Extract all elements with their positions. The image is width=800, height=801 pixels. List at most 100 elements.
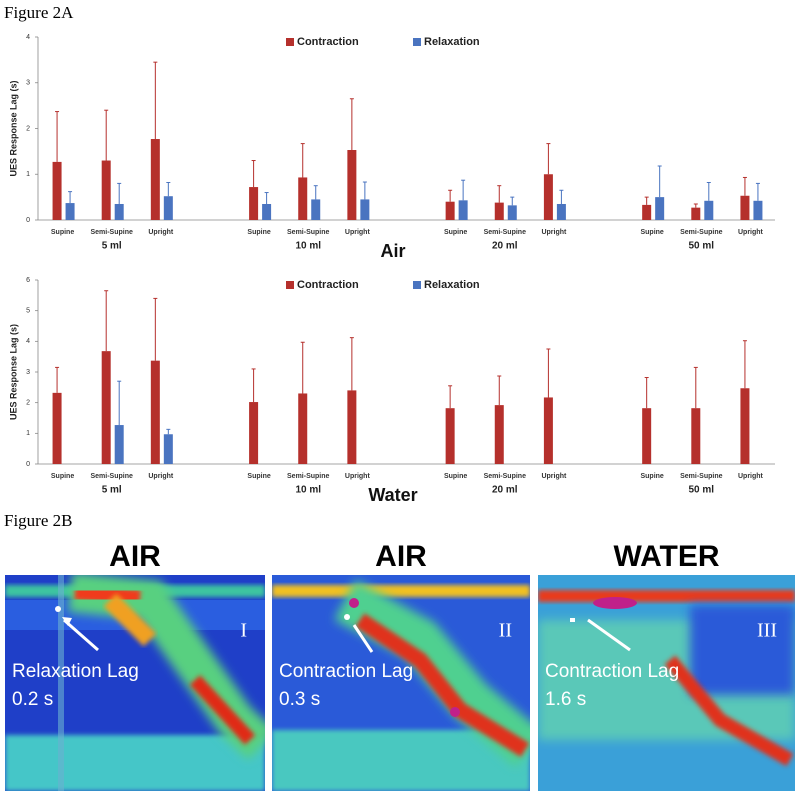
x-axis-label: Water — [368, 485, 417, 505]
group-label: 5 ml — [102, 485, 122, 496]
bar — [262, 203, 272, 220]
panel-numeral: III — [757, 620, 777, 642]
bar — [740, 195, 750, 220]
y-tick-label: 2 — [26, 125, 30, 132]
bar — [249, 187, 259, 220]
bar — [65, 203, 75, 220]
bar — [298, 177, 308, 220]
bar — [655, 197, 665, 220]
legend-label: Contraction — [297, 279, 359, 291]
bar — [101, 160, 111, 220]
bar — [458, 200, 468, 220]
x-tick-label: Semi-Supine — [90, 473, 133, 480]
bar — [691, 408, 701, 464]
bar — [704, 200, 714, 220]
annotation: Relaxation Lag — [12, 661, 139, 682]
panel-title: AIR — [375, 540, 427, 573]
y-axis-label: UES Response Lag (s) — [8, 80, 18, 176]
bar — [347, 390, 357, 464]
bar — [740, 388, 750, 464]
x-tick-label: Semi-Supine — [680, 229, 723, 236]
bar — [150, 360, 160, 464]
bar — [114, 425, 124, 464]
group-label: 50 ml — [689, 485, 715, 496]
panel-numeral: I — [240, 620, 247, 642]
bar — [52, 161, 62, 220]
y-axis-label: UES Response Lag (s) — [8, 324, 18, 420]
group-label: 5 ml — [102, 241, 122, 252]
bar — [163, 434, 173, 464]
x-tick-label: Upright — [345, 229, 371, 236]
bar — [150, 139, 160, 220]
x-tick-label: Semi-Supine — [287, 229, 330, 236]
x-tick-label: Supine — [51, 473, 74, 480]
bar — [114, 203, 124, 220]
annotation-value: 0.2 s — [12, 689, 53, 710]
y-tick-label: 0 — [26, 217, 30, 224]
y-tick-label: 3 — [26, 369, 30, 376]
y-tick-label: 6 — [26, 277, 30, 284]
group-label: 20 ml — [492, 241, 518, 252]
bar — [642, 204, 652, 220]
panel-title: AIR — [109, 540, 161, 573]
legend-label: Relaxation — [424, 36, 480, 48]
y-tick-label: 4 — [26, 34, 30, 41]
x-tick-label: Upright — [738, 229, 764, 236]
y-tick-label: 1 — [26, 171, 30, 178]
heatmap — [272, 575, 530, 791]
panel-numeral: II — [499, 620, 512, 642]
bar — [347, 150, 357, 220]
y-tick-label: 5 — [26, 308, 30, 315]
bar — [163, 196, 173, 220]
bar — [360, 199, 370, 220]
x-tick-label: Semi-Supine — [484, 229, 527, 236]
legend-swatch — [413, 38, 421, 46]
x-tick-label: Upright — [148, 229, 174, 236]
x-tick-label: Upright — [738, 473, 764, 480]
y-tick-label: 4 — [26, 338, 30, 345]
figure-label: Figure 2B — [4, 511, 72, 530]
x-tick-label: Semi-Supine — [680, 473, 723, 480]
legend-swatch — [413, 281, 421, 289]
x-axis-label: Air — [380, 241, 405, 261]
bar — [543, 397, 553, 464]
x-tick-label: Supine — [247, 229, 270, 236]
x-tick-label: Supine — [640, 473, 663, 480]
x-tick-label: Upright — [541, 229, 567, 236]
annotation-value: 1.6 s — [545, 689, 586, 710]
x-tick-label: Semi-Supine — [287, 473, 330, 480]
group-label: 20 ml — [492, 485, 518, 496]
annotation: Contraction Lag — [545, 661, 679, 682]
legend-label: Contraction — [297, 36, 359, 48]
x-tick-label: Supine — [444, 473, 467, 480]
bar — [249, 402, 259, 464]
y-tick-label: 2 — [26, 400, 30, 407]
bar — [101, 351, 111, 464]
x-tick-label: Supine — [444, 229, 467, 236]
x-tick-label: Semi-Supine — [90, 229, 133, 236]
bar — [753, 200, 763, 220]
bar — [494, 405, 504, 464]
legend-swatch — [286, 281, 294, 289]
x-tick-label: Supine — [640, 229, 663, 236]
annotation: Contraction Lag — [279, 661, 413, 682]
x-tick-label: Upright — [541, 473, 567, 480]
x-tick-label: Semi-Supine — [484, 473, 527, 480]
x-tick-label: Supine — [51, 229, 74, 236]
figure-label: Figure 2A — [4, 3, 74, 22]
group-label: 10 ml — [295, 485, 321, 496]
x-tick-label: Upright — [148, 473, 174, 480]
y-tick-label: 3 — [26, 80, 30, 87]
group-label: 10 ml — [295, 241, 321, 252]
bar — [494, 202, 504, 220]
bar — [52, 392, 62, 464]
heatmap — [538, 575, 795, 791]
legend-label: Relaxation — [424, 279, 480, 291]
bar — [642, 408, 652, 464]
bar — [507, 205, 517, 220]
annotation-value: 0.3 s — [279, 689, 320, 710]
bar — [556, 203, 566, 220]
heatmap — [5, 575, 265, 791]
bar — [445, 201, 455, 220]
